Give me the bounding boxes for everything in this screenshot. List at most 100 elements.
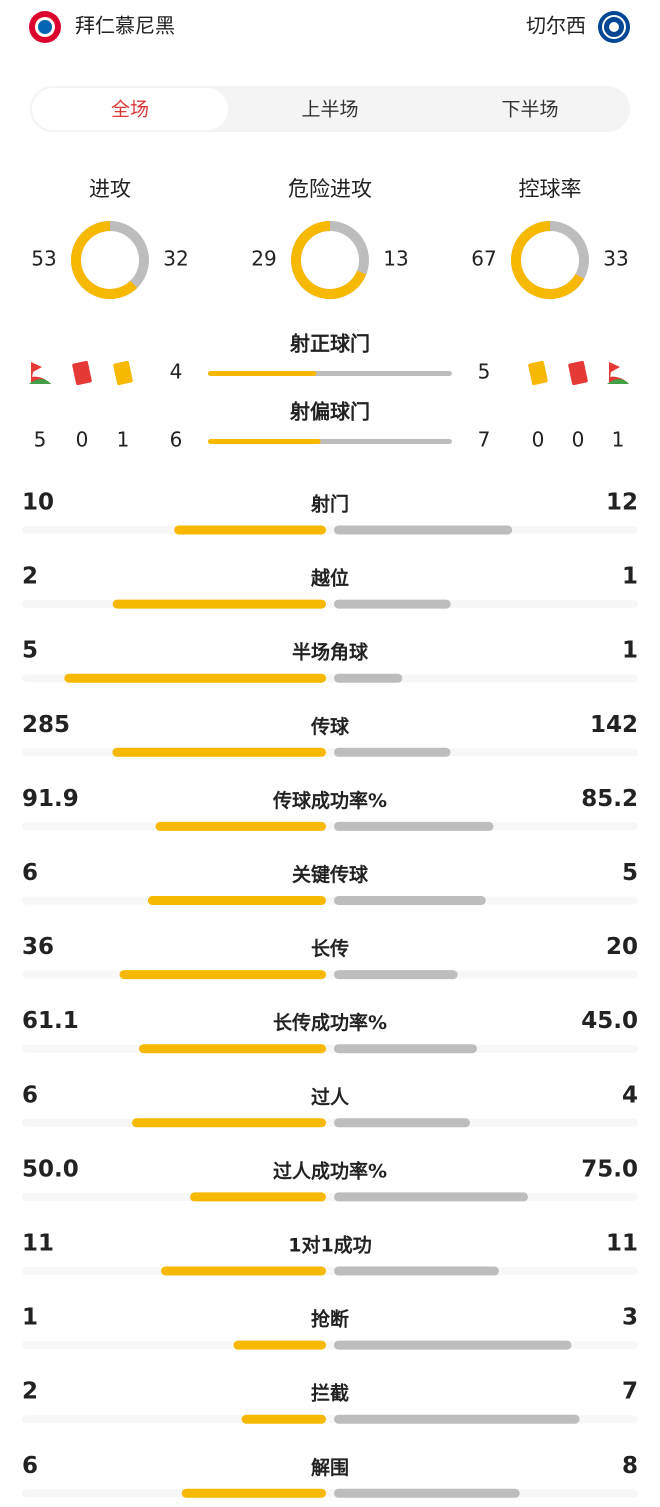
donut-home-arc [291, 221, 367, 299]
stat-home-bar [190, 1192, 326, 1202]
stat-home-value: 285 [22, 712, 70, 738]
stat-label: 传球 [310, 715, 350, 738]
tab-label[interactable]: 下半场 [501, 99, 558, 121]
stat-home-bar [181, 1488, 326, 1498]
stat-away-value: 20 [606, 934, 638, 960]
tab-label[interactable]: 上半场 [301, 99, 358, 121]
tab-label[interactable]: 全场 [111, 99, 149, 121]
stat-home-value: 11 [22, 1231, 54, 1257]
stat-away-bar [334, 1192, 528, 1202]
stat-home-bar [147, 896, 326, 905]
stat-track [22, 1489, 638, 1498]
home-logo [29, 11, 61, 43]
stat-label: 越位 [310, 567, 349, 590]
stat-away-value: 8 [622, 1453, 638, 1479]
away-team-name: 切尔西 [526, 14, 586, 38]
stat-away-value: 142 [590, 712, 638, 738]
stat-home-bar [161, 1266, 326, 1276]
corner-flag-icon [31, 362, 51, 384]
stat-label: 长传 [311, 937, 349, 960]
home-team-name: 拜仁慕尼黑 [75, 14, 175, 38]
donut-label: 进攻 [89, 177, 131, 201]
stat-label: 过人成功率% [273, 1159, 387, 1182]
stat-home-bar [241, 1414, 326, 1424]
shots-home-bar [208, 439, 321, 444]
corner-flag-grass [607, 379, 629, 384]
away-logo [598, 11, 630, 43]
discipline-value: 1 [612, 428, 625, 452]
stat-home-bar [119, 970, 326, 980]
donut-home-value: 29 [251, 247, 276, 271]
stat-away-bar [334, 525, 513, 535]
stat-away-bar [334, 747, 451, 757]
stat-away-bar [334, 1118, 470, 1128]
stat-away-value: 45.0 [581, 1008, 638, 1034]
stat-away-value: 75.0 [581, 1156, 638, 1182]
red-card-icon [568, 360, 588, 386]
shots-label: 射偏球门 [289, 400, 370, 424]
discipline-value: 5 [34, 428, 47, 452]
stat-home-value: 50.0 [22, 1156, 79, 1182]
donut-away-value: 33 [603, 247, 628, 271]
stat-home-bar [112, 599, 327, 609]
stat-home-value: 2 [22, 564, 38, 590]
shots-home-value: 6 [170, 428, 183, 452]
stat-track [22, 1267, 638, 1275]
donut-label: 危险进攻 [288, 177, 372, 201]
stat-home-bar [138, 1044, 326, 1054]
stat-track [22, 1044, 638, 1053]
stat-label: 1对1成功 [288, 1234, 371, 1257]
stat-home-bar [112, 747, 327, 757]
red-card-icon [72, 360, 92, 386]
stat-track [22, 526, 638, 534]
stat-track [22, 1192, 638, 1201]
stat-away-bar [334, 1340, 572, 1350]
discipline-value: 0 [532, 428, 545, 452]
shots-label: 射正球门 [289, 332, 370, 356]
stat-away-value: 12 [606, 490, 638, 516]
stat-home-value: 1 [22, 1305, 38, 1331]
stat-track [22, 822, 638, 831]
discipline-value: 0 [76, 428, 89, 452]
stat-home-value: 6 [22, 860, 38, 886]
stat-label: 抢断 [311, 1308, 349, 1331]
stat-track [22, 970, 638, 979]
stat-label: 传球成功率% [272, 789, 387, 812]
shots-home-bar [208, 371, 317, 376]
stat-home-value: 5 [22, 638, 38, 664]
donut-label: 控球率 [519, 177, 582, 201]
shots-home-value: 4 [170, 360, 183, 384]
stat-away-bar [334, 821, 494, 831]
stat-label: 射门 [310, 493, 349, 516]
stat-home-value: 6 [22, 1082, 38, 1108]
stat-away-bar [334, 970, 458, 980]
stat-away-value: 4 [622, 1082, 638, 1108]
stat-label: 解围 [311, 1456, 349, 1479]
active-tab[interactable] [32, 88, 228, 130]
stat-home-bar [233, 1340, 326, 1350]
stat-home-value: 36 [22, 934, 54, 960]
stat-home-value: 10 [22, 490, 54, 516]
stat-away-value: 3 [622, 1305, 638, 1331]
stat-away-bar [334, 673, 403, 683]
stat-away-value: 1 [622, 564, 638, 590]
donut-home-value: 67 [471, 247, 496, 271]
stat-away-bar [334, 1414, 580, 1424]
yellow-card-icon [113, 360, 133, 386]
stat-label: 长传成功率% [273, 1011, 387, 1034]
stat-away-value: 1 [622, 638, 638, 664]
stat-away-bar [334, 896, 486, 905]
stat-away-bar [334, 1488, 520, 1498]
donut-away-value: 32 [163, 247, 188, 271]
stat-away-value: 85.2 [581, 786, 638, 812]
stat-away-bar [334, 1044, 477, 1054]
discipline-value: 1 [117, 428, 130, 452]
stat-label: 过人 [311, 1086, 350, 1108]
stat-label: 拦截 [311, 1382, 349, 1405]
stat-home-bar [132, 1118, 326, 1128]
stat-home-bar [174, 525, 326, 535]
stat-label: 关键传球 [292, 863, 369, 886]
stat-label: 半场角球 [292, 641, 369, 664]
shots-away-value: 5 [478, 360, 491, 384]
